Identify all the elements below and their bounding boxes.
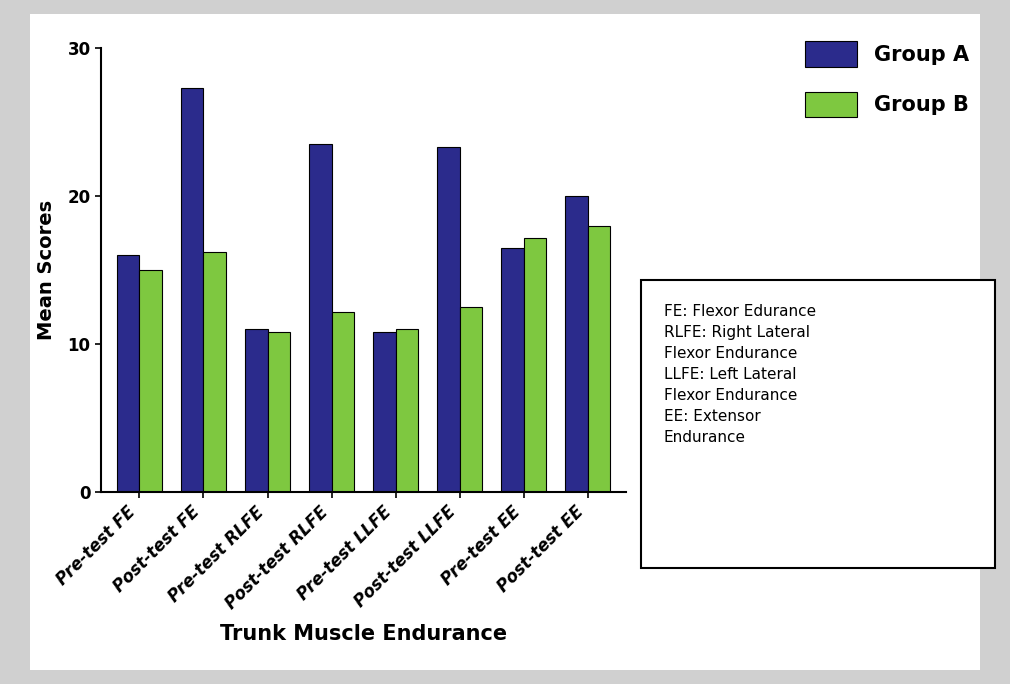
Text: FE: Flexor Edurance
RLFE: Right Lateral
Flexor Endurance
LLFE: Left Lateral
Flex: FE: Flexor Edurance RLFE: Right Lateral … [664, 304, 816, 445]
Bar [139, 270, 162, 492]
Y-axis label: Mean Scores: Mean Scores [37, 200, 57, 340]
Bar [117, 255, 139, 492]
Bar [566, 196, 588, 492]
Bar [396, 330, 418, 492]
Bar [331, 312, 354, 492]
Bar [588, 226, 610, 492]
Bar [203, 252, 226, 492]
Bar [309, 144, 331, 492]
Bar [268, 332, 290, 492]
Bar [501, 248, 524, 492]
Bar [374, 332, 396, 492]
Bar [181, 88, 203, 492]
Bar [245, 330, 268, 492]
Legend: Group A, Group B: Group A, Group B [795, 31, 980, 128]
X-axis label: Trunk Muscle Endurance: Trunk Muscle Endurance [220, 624, 507, 644]
Bar [460, 307, 482, 492]
Bar [524, 237, 546, 492]
Bar [437, 147, 460, 492]
